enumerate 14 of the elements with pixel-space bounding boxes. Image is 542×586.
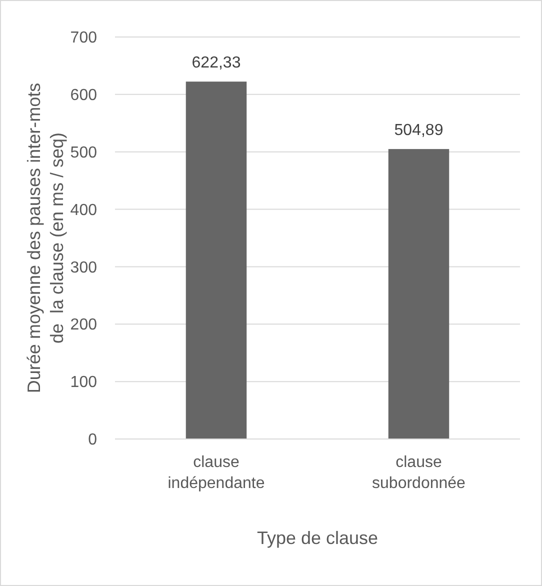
y-tick-label: 700 <box>70 30 98 47</box>
y-tick-label: 200 <box>70 316 98 334</box>
x-axis-title: Type de clause <box>256 528 378 548</box>
x-tick-label: clause indépendante <box>168 454 265 492</box>
data-label: 622,33 <box>192 54 241 72</box>
y-tick-label: 500 <box>70 144 98 162</box>
x-tick-label: clause subordonnée <box>372 454 466 492</box>
y-axis-title: Durée moyenne des pauses inter-mots de la clause (en ms / seq) <box>24 82 67 394</box>
y-tick-label: 600 <box>70 87 98 104</box>
y-tick-label: 300 <box>70 259 98 276</box>
y-tick-label: 100 <box>70 374 98 392</box>
y-tick-label: 0 <box>88 432 98 449</box>
y-tick-label: 400 <box>70 202 98 219</box>
data-label: 504,89 <box>394 122 444 140</box>
